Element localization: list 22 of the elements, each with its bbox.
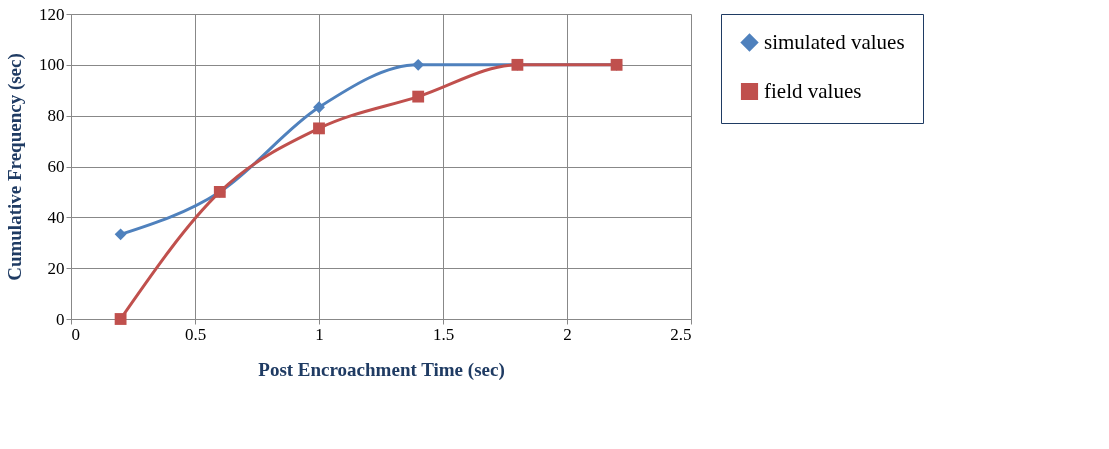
point: [114, 313, 127, 325]
y-tick-label: 40: [47, 207, 65, 227]
point: [313, 101, 325, 114]
y-tick-label: 60: [47, 157, 65, 176]
y-tick-label: 80: [47, 106, 65, 126]
y-tick-label: 100: [39, 55, 65, 75]
x-tick-label: 1.5: [432, 324, 455, 344]
y-tick-label: 0: [56, 309, 65, 329]
x-tick-label: 2.5: [670, 324, 692, 344]
legend-label: simulated values: [764, 29, 905, 54]
y-axis-title: Cumulative Frequency (sec): [4, 53, 26, 281]
legend-label: field values: [764, 78, 862, 103]
x-tick-label: 1: [315, 324, 324, 344]
x-tick-label: 0: [71, 324, 80, 344]
point: [114, 228, 127, 241]
y-tick-label: 120: [39, 4, 65, 24]
x-tick-label: 0.5: [184, 324, 207, 344]
y-tick-label: 20: [47, 258, 65, 278]
x-axis-title: Post Encroachment Time (sec): [258, 358, 505, 381]
point: [412, 90, 425, 103]
point: [313, 122, 325, 135]
x-tick-label: 2: [563, 324, 572, 344]
